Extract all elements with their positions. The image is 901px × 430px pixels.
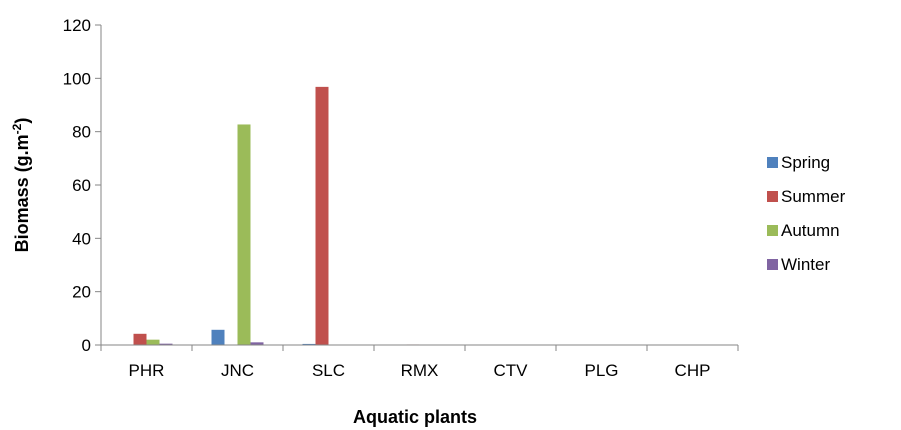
bar (250, 342, 264, 345)
y-axis-title: Biomass (g.m-2) (10, 118, 32, 253)
y-tick-label: 40 (72, 229, 91, 248)
x-tick-label: PHR (129, 361, 165, 380)
legend-label: Spring (781, 153, 830, 172)
y-tick-label: 80 (72, 123, 91, 142)
y-tick-label: 0 (82, 336, 91, 355)
bars (133, 86, 420, 345)
y-tick-label: 60 (72, 176, 91, 195)
legend-label: Autumn (781, 221, 840, 240)
bar (211, 329, 225, 345)
bar (237, 124, 251, 345)
y-axis-title-superscript: -2 (10, 123, 24, 134)
legend-swatch (767, 225, 778, 236)
legend-label: Summer (781, 187, 846, 206)
y-axis-title-main: Biomass (g.m (12, 134, 32, 252)
y-axis-title-close: ) (12, 118, 32, 124)
x-tick-label: PLG (584, 361, 618, 380)
x-tick-label: CHP (675, 361, 711, 380)
legend-swatch (767, 157, 778, 168)
y-axis-ticks: 0 20 40 60 80 100 120 (63, 16, 101, 355)
legend-swatch (767, 259, 778, 270)
x-tick-label: CTV (494, 361, 529, 380)
bar (133, 333, 147, 345)
legend-label: Winter (781, 255, 830, 274)
legend-swatch (767, 191, 778, 202)
x-axis-ticks: PHR JNC SLC RMX CTV PLG CHP (100, 345, 739, 380)
bar (146, 339, 160, 345)
x-axis-title: Aquatic plants (353, 407, 477, 427)
x-tick-label: RMX (401, 361, 439, 380)
legend: Spring Summer Autumn Winter (767, 153, 846, 274)
x-tick-label: SLC (312, 361, 345, 380)
bar (302, 343, 316, 345)
y-tick-label: 120 (63, 16, 91, 35)
y-tick-label: 100 (63, 69, 91, 88)
bar (315, 86, 329, 345)
x-tick-label: JNC (221, 361, 254, 380)
y-tick-label: 20 (72, 283, 91, 302)
bar (159, 343, 173, 345)
